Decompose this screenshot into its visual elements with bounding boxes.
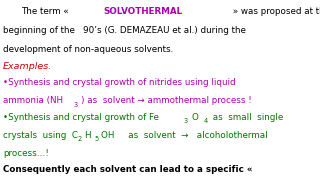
Text: •Synthesis and crystal growth of Fe: •Synthesis and crystal growth of Fe (3, 112, 159, 122)
Text: 5: 5 (94, 136, 99, 142)
Text: 4: 4 (203, 118, 207, 124)
Text: 2: 2 (78, 136, 82, 142)
Text: H: H (84, 130, 91, 140)
Text: •Synthesis and crystal growth of nitrides using liquid: •Synthesis and crystal growth of nitride… (3, 78, 236, 87)
Text: process…!: process…! (3, 148, 49, 158)
Text: SOLVOTHERMAL: SOLVOTHERMAL (103, 7, 182, 16)
Text: development of non-aqueous solvents.: development of non-aqueous solvents. (3, 45, 173, 54)
Text: The term «: The term « (21, 7, 71, 16)
Text: » was proposed at the: » was proposed at the (230, 7, 320, 16)
Text: 3: 3 (73, 102, 77, 108)
Text: as  small  single: as small single (210, 112, 283, 122)
Text: ammonia (NH: ammonia (NH (3, 96, 63, 105)
Text: ) as  solvent → ammothermal process !: ) as solvent → ammothermal process ! (81, 96, 252, 105)
Text: Examples.: Examples. (3, 62, 52, 71)
Text: crystals  using  C: crystals using C (3, 130, 78, 140)
Text: OH     as  solvent  →   alcoholothermal: OH as solvent → alcoholothermal (101, 130, 268, 140)
Text: 3: 3 (184, 118, 188, 124)
Text: O: O (191, 112, 198, 122)
Text: Consequently each solvent can lead to a specific «: Consequently each solvent can lead to a … (3, 165, 253, 174)
Text: beginning of the   90’s (G. DEMAZEAU et al.) during the: beginning of the 90’s (G. DEMAZEAU et al… (3, 26, 246, 35)
